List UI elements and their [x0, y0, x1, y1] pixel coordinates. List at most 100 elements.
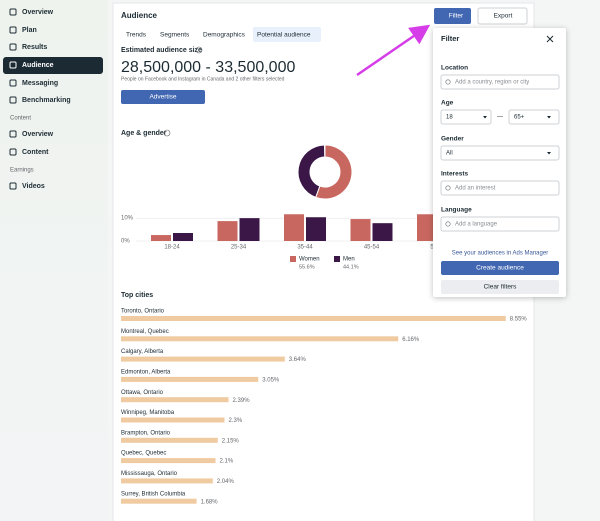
- nav-icon: [9, 61, 17, 69]
- tab[interactable]: Trends: [126, 32, 147, 39]
- input[interactable]: [440, 74, 560, 90]
- input-text[interactable]: Add a country, region or city: [455, 80, 529, 86]
- field-label: Gender: [441, 136, 464, 143]
- nav-section: Earnings: [10, 168, 34, 174]
- select-text[interactable]: 18: [446, 115, 453, 121]
- ads-manager-link[interactable]: See your audiences in Ads Manager: [452, 251, 548, 257]
- y-tick-label: 10%: [121, 216, 134, 222]
- input[interactable]: [440, 216, 560, 232]
- bar: [417, 214, 437, 241]
- create-button[interactable]: [441, 261, 559, 275]
- input-text[interactable]: Add a language: [455, 222, 498, 228]
- city-bar: [121, 336, 399, 342]
- clear-label[interactable]: Clear filters: [484, 284, 518, 291]
- city-value: 2.15%: [222, 438, 240, 444]
- nav-item[interactable]: Benchmarking: [22, 97, 71, 104]
- info-icon: [195, 46, 203, 54]
- field-label: Age: [441, 100, 454, 107]
- nav-icon: [9, 26, 17, 34]
- audience-range: 28,500,000 - 33,500,000: [121, 59, 295, 76]
- age-separator: —: [497, 115, 503, 121]
- bar: [372, 223, 393, 241]
- city-bar: [121, 417, 225, 423]
- nav-item[interactable]: Audience: [22, 62, 54, 69]
- caret: [547, 116, 551, 119]
- input-text[interactable]: Add an interest: [455, 186, 496, 192]
- city-bar: [121, 437, 218, 443]
- nav-item[interactable]: Messaging: [22, 80, 58, 87]
- city-name: Brampton, Ontario: [121, 430, 171, 436]
- nav-active: [3, 57, 103, 74]
- city-name: Montreal, Quebec: [121, 329, 169, 335]
- legend-label: Men: [343, 257, 355, 263]
- search-icon: [445, 79, 451, 85]
- city-value: 2.04%: [217, 479, 235, 485]
- field-label: Location: [441, 65, 468, 72]
- city-value: 6.16%: [402, 337, 420, 343]
- filter-button-label[interactable]: Filter: [449, 13, 464, 20]
- input-text[interactable]: All: [446, 151, 453, 157]
- caret: [547, 152, 551, 155]
- close-icon[interactable]: [546, 35, 554, 43]
- donut-slice: [297, 144, 326, 198]
- city-name: Toronto, Ontario: [121, 309, 165, 315]
- advertise-label[interactable]: Advertise: [149, 94, 176, 101]
- audience-note: People on Facebook and Instagram in Cana…: [121, 76, 285, 82]
- clear-button[interactable]: [441, 280, 559, 294]
- city-value: 2.1%: [220, 459, 234, 465]
- tab[interactable]: Demographics: [203, 32, 246, 39]
- city-name: Ottawa, Ontario: [121, 390, 164, 396]
- bar: [217, 221, 238, 241]
- nav-section: Content: [10, 116, 31, 122]
- tab-selected: [253, 27, 321, 42]
- caret: [483, 116, 487, 119]
- info-icon: [163, 129, 171, 137]
- page-title: Audience: [121, 11, 158, 20]
- city-name: Edmonton, Alberta: [121, 369, 171, 375]
- nav-item[interactable]: Videos: [22, 183, 45, 190]
- donut-slice: [315, 144, 353, 200]
- legend-share: 44.1%: [343, 264, 359, 270]
- city-value: 1.68%: [201, 499, 219, 505]
- city-value: 2.3%: [229, 418, 243, 424]
- city-bar: [121, 478, 213, 484]
- city-name: Mississauga, Ontario: [121, 471, 178, 477]
- nav-icon: [9, 96, 17, 104]
- sidebar: [0, 0, 108, 521]
- create-label[interactable]: Create audience: [476, 265, 524, 272]
- nav-item[interactable]: Overview: [22, 131, 54, 138]
- bar: [173, 233, 193, 241]
- legend-swatch: [290, 256, 296, 262]
- age-to[interactable]: [508, 109, 560, 125]
- nav-item[interactable]: Results: [22, 44, 47, 51]
- nav-icon: [9, 8, 17, 16]
- input[interactable]: [440, 145, 560, 161]
- advertise-button[interactable]: [121, 90, 205, 104]
- select-text[interactable]: 65+: [514, 115, 525, 121]
- bar: [306, 217, 326, 241]
- nav-item[interactable]: Plan: [22, 27, 37, 34]
- input[interactable]: [440, 180, 560, 196]
- bar: [350, 219, 371, 241]
- city-name: Surrey, British Columbia: [121, 491, 186, 497]
- city-value: 3.64%: [289, 357, 307, 363]
- x-tick-label: 45-54: [364, 245, 380, 251]
- section-heading: Top cities: [121, 292, 153, 299]
- city-value: 8.55%: [510, 317, 528, 323]
- nav-icon: [9, 79, 17, 87]
- filter-button[interactable]: [434, 8, 471, 24]
- export-button[interactable]: [477, 7, 528, 25]
- nav-item[interactable]: Overview: [22, 9, 54, 16]
- nav-icon: [9, 182, 17, 190]
- city-value: 3.05%: [262, 377, 280, 383]
- annotation-arrow: [356, 24, 431, 77]
- export-button-label[interactable]: Export: [494, 13, 513, 20]
- tab[interactable]: Segments: [160, 32, 190, 39]
- nav-icon: [9, 130, 17, 138]
- legend-share: 55.6%: [299, 264, 315, 270]
- tab[interactable]: Potential audience: [257, 32, 311, 39]
- city-bar: [121, 498, 197, 504]
- age-from[interactable]: [440, 109, 492, 125]
- nav-item[interactable]: Content: [22, 149, 49, 156]
